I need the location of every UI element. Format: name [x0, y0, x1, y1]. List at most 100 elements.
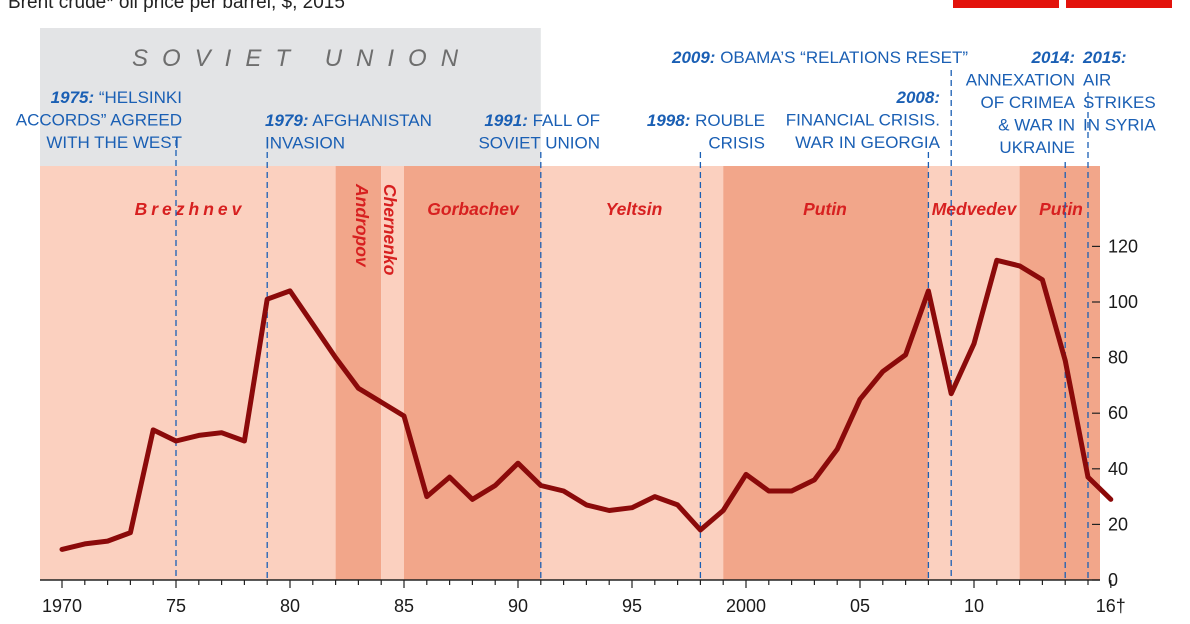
event-annotations: 1975: “HELSINKI ACCORDS” AGREED WITH THE W…	[16, 48, 1157, 157]
event-text-2014: ANNEXATION	[966, 71, 1075, 90]
leader-band-andropov-1982	[335, 166, 382, 580]
event-annotation-2015-line-0: 2015:	[1082, 48, 1126, 67]
leader-bands	[40, 166, 1100, 580]
event-annotation-1979-line-1: INVASION	[265, 134, 345, 153]
y-axis: 0 20 40 60 80 100 120	[1092, 236, 1138, 590]
event-text-1998: ROUBLE	[690, 111, 765, 130]
event-annotation-2014: 2014: ANNEXATION OF CRIMEA & WAR IN UKRAINE	[966, 48, 1076, 157]
leader-label-andropov-1982: Andropov	[352, 183, 372, 268]
event-year-2009: 2009:	[671, 48, 715, 67]
x-tick-label-1985: 85	[394, 596, 414, 616]
event-text-2008: FINANCIAL CRISIS.	[786, 111, 940, 130]
brand-bar-right	[1066, 0, 1172, 8]
leader-label-brezhnev-1970: Brezhnev	[135, 199, 246, 219]
x-tick-label-2000: 2000	[726, 596, 766, 616]
chart-subtitle: Brent crude* oil price per barrel, $, 20…	[8, 0, 345, 13]
leader-band-brezhnev-1970	[40, 166, 336, 580]
y-tick-label-20: 20	[1108, 514, 1128, 534]
event-annotation-2015-line-3: IN SYRIA	[1083, 116, 1156, 135]
event-annotation-2014-line-1: ANNEXATION	[966, 71, 1075, 90]
event-text-2015: AIR	[1083, 71, 1111, 90]
x-tick-label-1980: 80	[280, 596, 300, 616]
event-text-2014: UKRAINE	[999, 138, 1075, 157]
event-year-1991: 1991:	[484, 111, 527, 130]
event-annotation-2009-line-0: 2009: OBAMA’S “RELATIONS RESET”	[671, 48, 968, 67]
event-text-2015: IN SYRIA	[1083, 116, 1156, 135]
y-tick-label-40: 40	[1108, 459, 1128, 479]
leader-band-chernenko-1984	[381, 166, 404, 580]
y-tick-label-120: 120	[1108, 236, 1138, 256]
x-tick-label-1995: 95	[622, 596, 642, 616]
event-annotation-2015: 2015: AIR STRIKES IN SYRIA	[1082, 48, 1156, 135]
event-text-1979: INVASION	[265, 134, 345, 153]
series-line-brent	[59, 257, 1114, 552]
event-annotation-2014-line-4: UKRAINE	[999, 138, 1075, 157]
event-text-1975: WITH THE WEST	[46, 133, 182, 152]
event-year-2015: 2015:	[1082, 48, 1126, 67]
x-tick-label-2010: 10	[964, 596, 984, 616]
event-lines	[175, 70, 1089, 580]
event-annotation-1975-line-0: 1975: “HELSINKI	[51, 88, 182, 107]
event-annotation-2008: 2008: FINANCIAL CRISIS. WAR IN GEORGIA	[786, 88, 941, 152]
event-annotation-1975-line-1: ACCORDS” AGREED	[16, 111, 182, 130]
soviet-union-label: SOVIET UNION	[132, 45, 472, 72]
brand-bar-left	[953, 0, 1059, 8]
leader-label-putin-1999: Putin	[803, 199, 847, 219]
event-annotation-2008-line-1: FINANCIAL CRISIS.	[786, 111, 940, 130]
leader-label-putin-2012: Putin	[1039, 199, 1083, 219]
event-annotation-1979: 1979: AFGHANISTAN INVASION	[265, 111, 432, 153]
event-annotation-2014-line-0: 2014:	[1031, 48, 1075, 67]
leader-band-putin-1999	[723, 166, 929, 580]
y-tick-label-80: 80	[1108, 348, 1128, 368]
x-tick-label-1975: 75	[166, 596, 186, 616]
event-text-1975: “HELSINKI	[94, 88, 182, 107]
event-annotation-1979-line-0: 1979: AFGHANISTAN	[265, 111, 432, 130]
event-annotation-1998: 1998: ROUBLE CRISIS	[647, 111, 765, 153]
event-annotation-1991-line-0: 1991: FALL OF	[484, 111, 600, 130]
leader-label-chernenko-1984: Chernenko	[380, 184, 400, 276]
leader-label-yeltsin-1991: Yeltsin	[606, 199, 663, 219]
leader-band-medvedev-2008	[928, 166, 1020, 580]
event-annotation-2008-line-2: WAR IN GEORGIA	[795, 133, 940, 152]
event-text-1991: FALL OF	[528, 111, 600, 130]
event-text-2014: & WAR IN	[998, 116, 1075, 135]
event-text-1991: SOVIET UNION	[478, 134, 600, 153]
event-year-2008: 2008:	[896, 88, 940, 107]
event-annotation-1998-line-1: CRISIS	[708, 134, 765, 153]
soviet-union-band	[40, 28, 541, 166]
leader-band-gorbachev-1985	[404, 166, 541, 580]
event-text-2014: OF CRIMEA	[981, 93, 1076, 112]
x-tick-label-1970: 1970	[42, 596, 82, 616]
event-annotation-2014-line-3: & WAR IN	[998, 116, 1075, 135]
event-annotation-1975-line-2: WITH THE WEST	[46, 133, 182, 152]
x-tick-label-2016: 16†	[1096, 596, 1126, 616]
event-annotation-2009: 2009: OBAMA’S “RELATIONS RESET”	[671, 48, 968, 67]
x-tick-label-2005: 05	[850, 596, 870, 616]
event-annotation-1991-line-1: SOVIET UNION	[478, 134, 600, 153]
event-year-1979: 1979:	[265, 111, 308, 130]
y-tick-label-60: 60	[1108, 403, 1128, 423]
leader-band-putin-2012	[1019, 166, 1100, 580]
event-year-1998: 1998:	[647, 111, 690, 130]
x-tick-label-1990: 90	[508, 596, 528, 616]
event-annotation-2014-line-2: OF CRIMEA	[981, 93, 1076, 112]
event-annotation-2015-line-1: AIR	[1083, 71, 1111, 90]
event-text-1998: CRISIS	[708, 134, 765, 153]
event-year-2014: 2014:	[1031, 48, 1075, 67]
event-annotation-1975: 1975: “HELSINKI ACCORDS” AGREED WITH THE W…	[16, 88, 182, 152]
event-annotation-1998-line-0: 1998: ROUBLE	[647, 111, 765, 130]
event-text-1975: ACCORDS” AGREED	[16, 111, 182, 130]
x-axis: 1970 75 80 85 90 95 2000 05 10 16†	[40, 579, 1126, 616]
event-annotation-2008-line-0: 2008:	[896, 88, 940, 107]
y-tick-label-0: 0	[1108, 570, 1118, 590]
event-annotation-1991: 1991: FALL OF SOVIET UNION	[478, 111, 600, 153]
event-text-2008: WAR IN GEORGIA	[795, 133, 940, 152]
y-tick-label-100: 100	[1108, 292, 1138, 312]
leader-labels: Brezhnev Andropov Chernenko Gorbachev Yeltsi…	[135, 183, 1083, 276]
leader-label-gorbachev-1985: Gorbachev	[427, 199, 520, 219]
leader-band-yeltsin-1991	[540, 166, 724, 580]
event-year-1975: 1975:	[51, 88, 94, 107]
event-text-1979: AFGHANISTAN	[308, 111, 431, 130]
event-text-2009: OBAMA’S “RELATIONS RESET”	[715, 48, 968, 67]
